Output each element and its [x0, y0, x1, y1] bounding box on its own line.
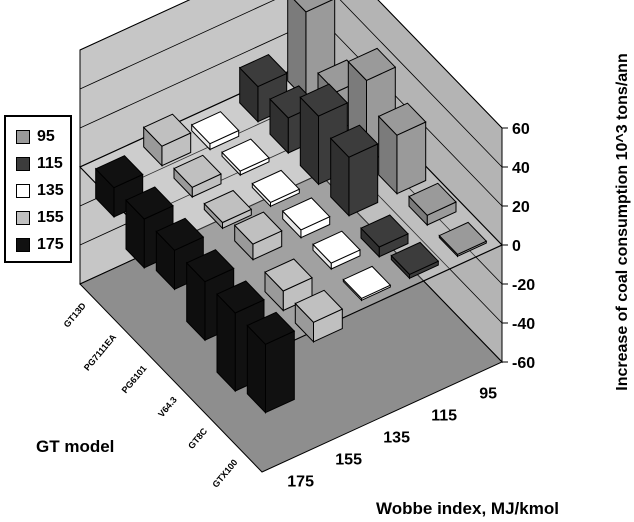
bar-top	[155, 217, 205, 251]
legend-label-155: 155	[37, 209, 64, 226]
bar-top	[294, 289, 344, 323]
bar-top	[238, 53, 288, 88]
z-tick-label: -20	[512, 277, 535, 294]
bar-155-PG6101	[203, 189, 253, 230]
gt-model-tick-label: V64.3	[156, 395, 179, 419]
z-axis-title: Increase of coal consumption 10^3 tons/a…	[614, 53, 631, 390]
wobbe-tick-label: 135	[383, 430, 410, 447]
gt-model-tick-label: PG7111EA	[82, 332, 119, 373]
bar-155-GT13D	[142, 113, 192, 167]
bar-95-GTX100	[438, 221, 488, 258]
z-tick-label: 40	[512, 160, 530, 177]
z-tick-label: -60	[512, 355, 535, 372]
legend-label-175: 175	[37, 236, 64, 253]
z-tick-label: 20	[512, 199, 530, 216]
gt-model-tick-label: GT13D	[62, 300, 89, 329]
bar-135-GTX100	[342, 265, 392, 302]
bar-top	[312, 230, 361, 264]
bar-top	[293, 0, 334, 13]
legend-item-155: 155	[16, 208, 64, 228]
bar-135-PG7111EA	[221, 138, 270, 177]
bar-175-GTX100	[246, 311, 296, 414]
legend-swatch-115	[16, 157, 30, 171]
z-tick-label: 0	[512, 238, 521, 255]
bar-top	[142, 113, 192, 147]
wobbe-tick-label: 115	[431, 408, 457, 425]
wall-grid	[79, 0, 503, 129]
bar-top	[264, 258, 313, 292]
bar-95-GT8C	[408, 182, 457, 227]
bar-top	[251, 169, 301, 204]
legend-swatch-135	[16, 184, 30, 198]
bar-top	[216, 280, 265, 314]
y-axis-title: GT model	[36, 437, 114, 456]
bar-155-PG7111EA	[173, 154, 222, 199]
bar-top	[390, 241, 440, 276]
wall-grid	[79, 0, 503, 168]
bar-top	[203, 189, 253, 224]
gt-model-tick-label: PG6101	[120, 363, 149, 395]
bar-top	[329, 124, 379, 158]
legend-label-135: 135	[37, 182, 64, 199]
legend-item-95: 95	[16, 127, 55, 147]
bar-top	[246, 311, 296, 345]
wobbe-tick-label: 175	[287, 474, 314, 491]
bar-155-GT8C	[264, 258, 313, 312]
legend-item-175: 175	[16, 235, 64, 255]
legend-item-115: 115	[16, 154, 63, 174]
bar-top	[408, 182, 457, 216]
bar-135-GT13D	[190, 111, 240, 151]
bar-115-GT8C	[360, 214, 409, 259]
gt-model-tick-label: GT8C	[186, 426, 209, 451]
bar-side	[287, 0, 307, 101]
bar-155-V64.3	[233, 211, 283, 261]
bar-top	[125, 186, 174, 220]
bar-top	[342, 265, 392, 300]
legend: 95 115 135 155 175	[4, 115, 72, 263]
bar-top	[281, 197, 331, 231]
z-tick-label: 60	[512, 121, 530, 138]
bar-top	[221, 138, 270, 172]
legend-swatch-155	[16, 211, 30, 225]
bar-155-GTX100	[294, 289, 344, 344]
bar-top	[190, 111, 240, 145]
bar-135-GT8C	[312, 230, 361, 271]
wobbe-tick-label: 95	[479, 386, 497, 403]
bar-top	[377, 102, 427, 136]
bar-top	[438, 221, 488, 256]
bar-135-PG6101	[251, 169, 301, 208]
bar-top	[94, 155, 144, 189]
bar-115-V64.3	[329, 124, 379, 217]
bar-top	[299, 83, 349, 117]
legend-swatch-175	[16, 238, 30, 252]
legend-label-95: 95	[37, 128, 55, 145]
bar-top	[173, 154, 222, 188]
bar-top	[185, 249, 235, 283]
bar-115-GTX100	[390, 241, 440, 280]
legend-swatch-95	[16, 130, 30, 144]
wobbe-tick-label: 155	[335, 452, 362, 469]
bar-135-V64.3	[281, 197, 331, 239]
gt-model-tick-label: GTX100	[210, 457, 239, 489]
x-axis-title: Wobbe index, MJ/kmol	[376, 499, 559, 518]
bar-top	[233, 211, 283, 245]
bar-95-V64.3	[377, 102, 427, 195]
bar-top	[347, 47, 397, 82]
z-tick-label: -40	[512, 316, 535, 333]
bar-face	[265, 330, 295, 414]
bar-top	[360, 214, 409, 248]
legend-item-135: 135	[16, 181, 64, 201]
legend-label-115: 115	[37, 155, 63, 172]
